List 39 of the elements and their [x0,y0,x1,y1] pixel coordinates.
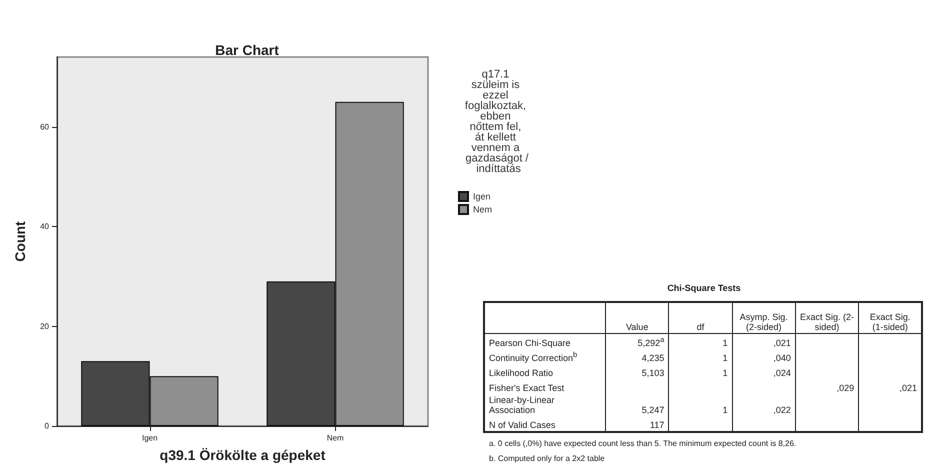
text: 1 [722,353,728,363]
category-label: Exact Sig. (2-sided) [795,302,859,334]
category-label: df [668,302,732,334]
category-label: Asymp. Sig. (2-sided) [732,302,796,334]
text: ,021 [773,338,791,348]
text: 4,235 [642,353,664,363]
y-tick-label: 0 [44,422,50,430]
category-label: Pearson Chi-Square [489,338,571,348]
text: 5,103 [642,368,664,378]
category-label: Exact Sig. (1-sided) [858,302,922,334]
y-tick-label: 40 [40,222,50,232]
text: 5,247 [642,405,664,415]
y-axis-title: Count [12,220,28,262]
y-tick-label: 20 [40,322,50,331]
category-label: N of Valid Cases [489,420,556,430]
text: a. 0 cells (,0%) have expected count less than 5. The minimum expected count is 8,26. [489,439,798,448]
text: 1 [722,368,728,378]
category-label: Value [606,302,669,334]
category-label: Fisher's Exact Test [489,383,564,393]
category-label: Continuity Correction$^{b}$ [489,350,578,363]
text: 117 [650,420,664,430]
chart-title: Bar Chart [215,42,280,58]
legend-label: Igen [473,192,491,202]
text: ,021 [899,383,917,393]
text: ,024 [773,368,791,378]
text: b. Computed only for a 2x2 table [489,454,606,463]
text: q17.1 szüleim is ezzel foglalkoztak, ebben nőttem fel, át kellett vennem a gazdaságot / indíttatás [464,68,528,175]
text: ,040 [773,353,791,363]
text: ,029 [836,383,854,393]
text: 1 [722,338,728,348]
category-label: Linear-by-Linear Association [489,395,555,415]
x-axis-title: q39.1 Örökölte a gépeket [160,447,326,463]
legend-label: Nem [473,204,492,214]
text: 5,292$^{a}$ [638,335,664,348]
text: 1 [722,405,728,415]
category-label: Likelihood Ratio [489,368,554,378]
text: ,022 [773,405,791,415]
text: Chi-Square Tests [666,283,742,293]
y-tick-label: 60 [40,122,50,132]
